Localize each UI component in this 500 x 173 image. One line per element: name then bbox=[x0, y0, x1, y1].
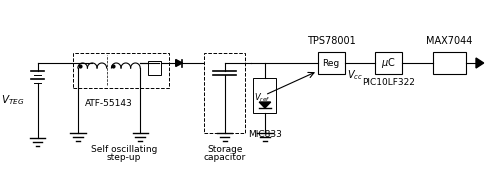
Polygon shape bbox=[176, 60, 182, 66]
Text: capacitor: capacitor bbox=[204, 153, 246, 162]
Text: ATF-55143: ATF-55143 bbox=[84, 98, 132, 107]
Bar bbox=[376, 52, 402, 74]
Bar bbox=[318, 52, 344, 74]
Text: Self oscillating: Self oscillating bbox=[90, 145, 157, 154]
Text: Storage: Storage bbox=[207, 145, 242, 154]
Polygon shape bbox=[259, 102, 270, 108]
Text: $V_{TEG}$: $V_{TEG}$ bbox=[0, 94, 24, 107]
Polygon shape bbox=[476, 58, 484, 68]
Bar bbox=[433, 52, 466, 74]
Text: MAX7044: MAX7044 bbox=[426, 36, 473, 46]
Bar bbox=[148, 61, 162, 75]
Bar bbox=[254, 78, 276, 113]
Text: $V_{cc}$: $V_{cc}$ bbox=[348, 68, 364, 82]
Text: step-up: step-up bbox=[106, 153, 141, 162]
Text: PIC10LF322: PIC10LF322 bbox=[362, 78, 415, 87]
Text: TPS78001: TPS78001 bbox=[307, 36, 356, 46]
Text: MIC833: MIC833 bbox=[248, 130, 282, 139]
Text: Reg: Reg bbox=[322, 58, 340, 67]
Text: $V_{ref}$: $V_{ref}$ bbox=[254, 92, 271, 104]
Text: $\mu$C: $\mu$C bbox=[382, 56, 396, 70]
Bar bbox=[73, 53, 169, 88]
Bar bbox=[204, 53, 245, 133]
